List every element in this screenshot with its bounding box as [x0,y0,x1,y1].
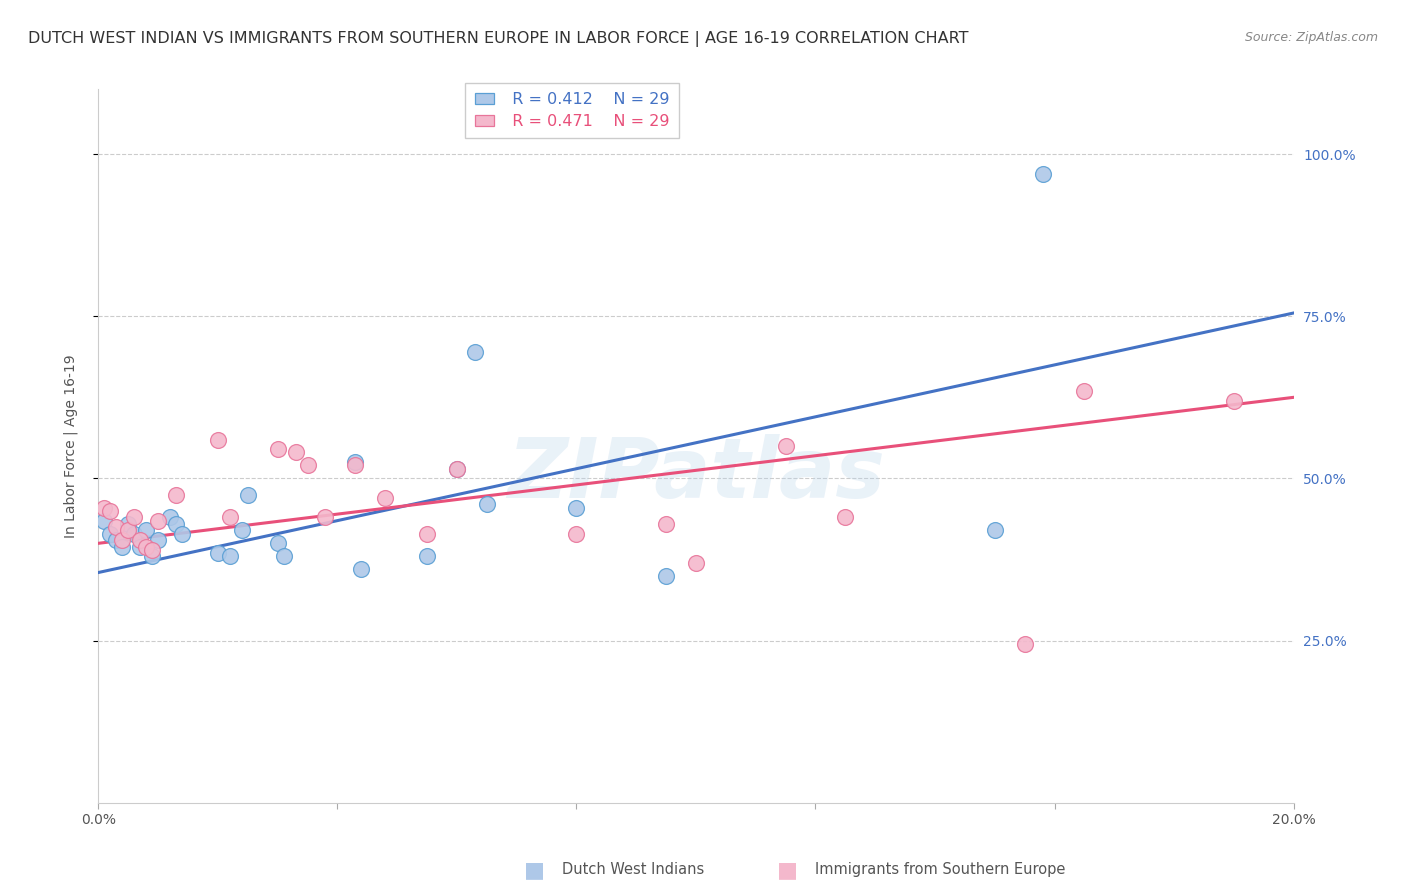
Point [165,516,187,531]
Point [236,488,259,502]
Point [231,524,253,538]
Text: Dutch West Indians: Dutch West Indians [562,863,704,877]
Point [98,504,122,518]
Point [350,562,373,576]
Point [141,549,163,564]
Point [1223,393,1246,408]
Point [219,549,242,564]
Point [416,549,439,564]
Point [475,497,498,511]
Point [219,510,242,524]
Text: Source: ZipAtlas.com: Source: ZipAtlas.com [1244,31,1378,45]
Y-axis label: In Labor Force | Age 16-19: In Labor Force | Age 16-19 [63,354,77,538]
Point [565,500,588,515]
Point [834,510,856,524]
Text: ■: ■ [778,860,797,880]
Point [984,524,1007,538]
Point [159,510,181,524]
Point [655,568,678,582]
Point [685,556,707,570]
Point [165,488,187,502]
Point [267,536,290,550]
Point [273,549,295,564]
Point [446,461,468,475]
Point [655,516,678,531]
Text: ZIPatlas: ZIPatlas [508,434,884,515]
Text: ■: ■ [524,860,544,880]
Point [93,500,115,515]
Point [148,514,170,528]
Point [124,510,146,524]
Point [344,458,367,473]
Point [172,526,194,541]
Point [297,458,319,473]
Point [374,491,396,505]
Point [105,520,128,534]
Point [105,533,128,547]
Point [117,516,139,531]
Point [111,540,134,554]
Legend:   R = 0.412    N = 29,   R = 0.471    N = 29: R = 0.412 N = 29, R = 0.471 N = 29 [465,83,679,138]
Text: Immigrants from Southern Europe: Immigrants from Southern Europe [815,863,1066,877]
Point [117,524,139,538]
Point [129,533,152,547]
Point [111,533,134,547]
Point [267,442,290,457]
Point [1073,384,1095,398]
Point [344,455,367,469]
Point [93,514,115,528]
Point [284,445,307,459]
Point [135,540,157,554]
Point [148,533,170,547]
Point [98,526,122,541]
Point [207,433,229,447]
Point [315,510,337,524]
Point [565,526,588,541]
Point [775,439,797,453]
Point [207,546,229,560]
Point [446,461,468,475]
Text: DUTCH WEST INDIAN VS IMMIGRANTS FROM SOUTHERN EUROPE IN LABOR FORCE | AGE 16-19 : DUTCH WEST INDIAN VS IMMIGRANTS FROM SOU… [28,31,969,47]
Point [416,526,439,541]
Point [124,526,146,541]
Point [464,345,486,359]
Point [1032,167,1054,181]
Point [141,542,163,557]
Point [129,540,152,554]
Point [1014,637,1036,651]
Point [135,524,157,538]
